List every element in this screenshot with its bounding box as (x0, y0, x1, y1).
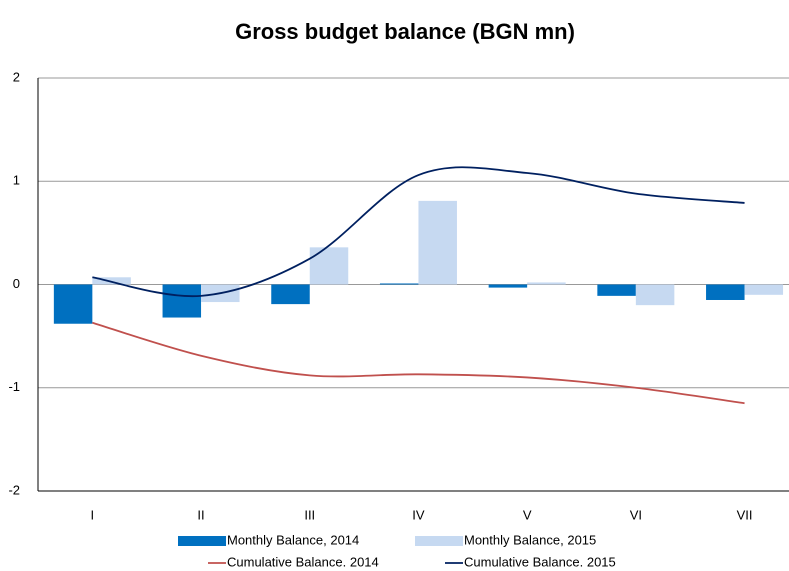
bar (271, 284, 310, 305)
bar (379, 283, 419, 285)
bar (92, 277, 131, 285)
bar (309, 247, 349, 285)
y-tick-label: 1 (13, 173, 20, 188)
legend-label: Cumulative Balance. 2015 (464, 554, 616, 569)
bar (635, 284, 675, 306)
legend-label: Cumulative Balance. 2014 (227, 554, 379, 569)
bar (744, 284, 784, 295)
bar (706, 284, 745, 300)
x-tick-label: VII (737, 507, 753, 522)
bar (488, 284, 528, 288)
line (92, 166, 745, 298)
x-tick-label: IV (412, 507, 425, 522)
x-tick-label: III (304, 507, 315, 522)
legend-label: Monthly Balance, 2015 (464, 532, 596, 547)
bar (597, 284, 636, 296)
bar (418, 200, 457, 285)
legend-swatch (178, 536, 226, 546)
chart-title: Gross budget balance (BGN mn) (235, 19, 575, 44)
bar (527, 282, 566, 285)
line (92, 321, 745, 405)
x-tick-label: II (197, 507, 204, 522)
legend-label: Monthly Balance, 2014 (227, 532, 359, 547)
y-tick-label: 0 (13, 276, 20, 291)
legend-swatch (415, 536, 463, 546)
y-tick-label: 2 (13, 69, 20, 84)
y-tick-label: -2 (8, 482, 20, 497)
bar (53, 284, 93, 324)
x-tick-label: V (523, 507, 532, 522)
x-tick-label: VI (630, 507, 642, 522)
bar (162, 284, 202, 318)
y-tick-label: -1 (8, 379, 20, 394)
x-tick-label: I (91, 507, 95, 522)
